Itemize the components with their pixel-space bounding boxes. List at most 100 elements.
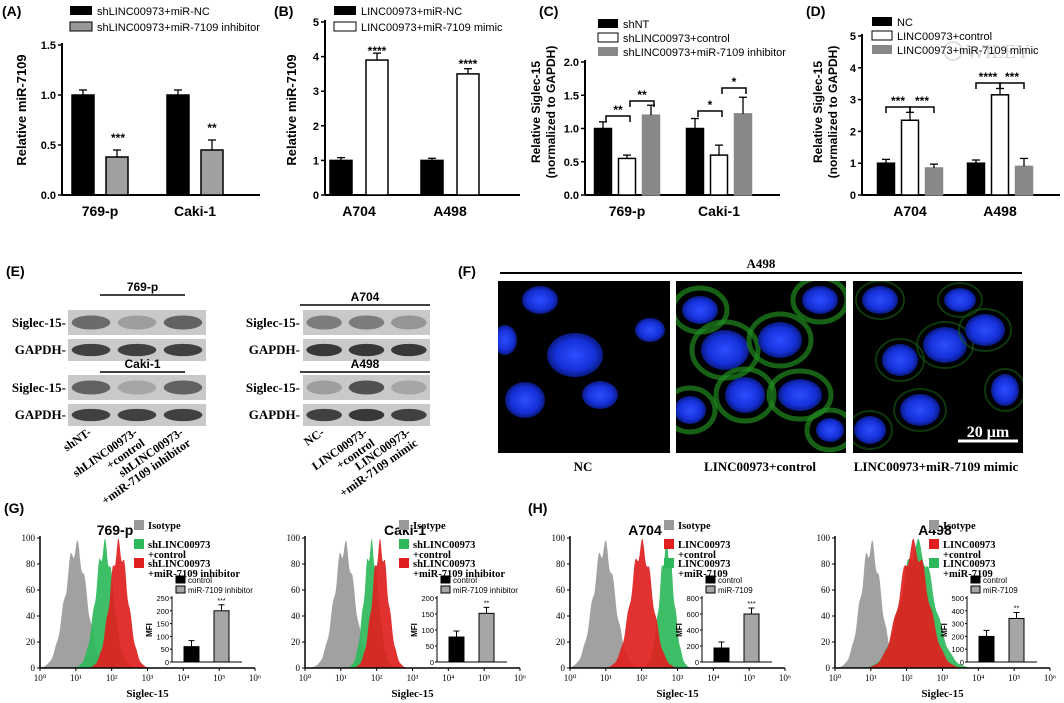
panel-d-ylabel-2: (normalized to GAPDH): [826, 46, 840, 179]
significance-bracket: [909, 106, 935, 113]
blot-band: [71, 343, 111, 357]
x-tick-label: 10³: [672, 673, 684, 683]
flow-legend-entry: Isotype: [943, 521, 976, 532]
nucleus: [965, 314, 1005, 346]
bar: [200, 149, 224, 196]
nucleus: [676, 396, 706, 424]
inset-legend-entry: control: [188, 576, 212, 585]
y-tick-label: 0.0: [41, 190, 56, 202]
inset-tick-label: 800: [686, 594, 699, 603]
significance-label: **: [613, 103, 623, 117]
inset-tick-label: 0: [695, 658, 699, 667]
histogram: [638, 538, 696, 668]
bar: [617, 157, 637, 196]
blot-band: [117, 380, 157, 395]
x-tick-label: 10⁶: [249, 673, 261, 683]
flow-legend-entry: LINC00973 +control: [678, 540, 731, 561]
x-tick-label: 10¹: [600, 673, 612, 683]
significance-label: ****: [368, 44, 387, 58]
bar: [966, 162, 986, 196]
histogram: [856, 538, 972, 668]
legend-swatch: [440, 575, 451, 584]
legend-swatch: [175, 585, 186, 594]
x-tick-label: 10¹: [70, 673, 82, 683]
legend-swatch: [399, 520, 409, 530]
legend-swatch: [929, 539, 939, 549]
y-tick-label: 0: [850, 190, 856, 202]
legend-swatch: [175, 575, 186, 584]
panel-c-letter: (C): [539, 3, 558, 19]
panel-c-ylabel-2: (normalized to GAPDH): [544, 46, 558, 179]
y-tick-label: 0: [296, 663, 301, 673]
y-tick-label: 0.5: [564, 157, 579, 169]
significance-label: ****: [459, 57, 478, 71]
legend-swatch: [440, 585, 451, 594]
blot-band: [71, 380, 111, 395]
legend-swatch: [134, 539, 144, 549]
bar: [990, 94, 1010, 196]
legend-swatch: [970, 575, 981, 584]
y-tick-label: 40: [291, 611, 301, 621]
category-label: A498: [983, 203, 1017, 219]
blot-band: [163, 408, 203, 422]
bar: [641, 114, 661, 196]
x-tick-label: 10⁴: [972, 673, 984, 683]
inset-legend-entry: miR-7109: [718, 586, 753, 595]
blot-row-label: Siglec-15-: [246, 380, 300, 395]
legend-swatch: [597, 32, 619, 43]
significance-bracket: [721, 87, 747, 94]
nucleus: [582, 381, 618, 409]
nucleus: [900, 394, 940, 426]
significance-bracket: [697, 110, 723, 117]
x-tick-label: 10⁵: [1008, 673, 1020, 683]
y-tick-label: 1.0: [41, 90, 56, 102]
y-tick-label: 4: [313, 52, 320, 64]
x-tick-label: 10²: [636, 673, 648, 683]
bar: [876, 162, 896, 196]
blot-band: [306, 343, 342, 357]
blot-strip: [303, 310, 430, 335]
nucleus: [682, 296, 718, 324]
bar: [105, 156, 129, 196]
significance-label: ***: [217, 598, 225, 605]
flow-legend-entry: Isotype: [678, 521, 711, 532]
x-tick-label: 10⁵: [478, 673, 490, 683]
category-label: A704: [342, 203, 376, 219]
legend-swatch: [929, 520, 939, 530]
histogram: [561, 540, 648, 668]
nucleus: [816, 418, 844, 442]
flow-plot: 0 20 40 60 80 100 10⁰ 10¹ 10² 10³ 10⁴ 10⁵ 10⁶ Siglec-…: [817, 520, 1056, 700]
y-tick-label: 100: [287, 533, 301, 543]
y-tick-label: 100: [817, 533, 831, 543]
membrane-stain: [676, 385, 718, 435]
category-label: Caki-1: [698, 203, 740, 219]
panel-h: (H): [528, 500, 547, 516]
panel-c-legend-1: shNT: [623, 19, 650, 31]
legend-swatch: [970, 585, 981, 594]
significance-label: ***: [111, 131, 125, 145]
svg-text:WILEY: WILEY: [966, 41, 1030, 63]
blot-band: [117, 343, 157, 357]
inset-legend-entry: control: [718, 576, 742, 585]
histogram: [348, 538, 412, 668]
inset-tick-label: 50: [426, 642, 434, 651]
nucleus: [547, 333, 603, 377]
micrographs: [498, 281, 1023, 453]
inset-tick-label: 100: [951, 645, 964, 654]
nucleus: [778, 379, 822, 411]
blot-band: [391, 343, 427, 357]
legend-swatch: [598, 47, 618, 56]
legend-swatch: [664, 520, 674, 530]
y-tick-label: 3: [850, 95, 856, 107]
y-tick-label: 60: [821, 585, 831, 595]
blot-band: [391, 315, 427, 330]
x-tick-label: 10⁰: [829, 673, 842, 683]
blot-band: [71, 408, 111, 422]
inset-legend-entry: miR-7109: [983, 586, 1018, 595]
flow-legend-entry: shLINC00973 +miR-7109 inhibitor: [413, 559, 505, 580]
membrane-stain: [766, 368, 834, 422]
panel-c-ylabel: Relative Siglec-15: [529, 61, 543, 163]
panel-c: (C) Relative Siglec-15 (normalized to GA…: [529, 3, 786, 219]
inset-tick-label: 0: [430, 658, 434, 667]
nucleus: [991, 374, 1019, 406]
